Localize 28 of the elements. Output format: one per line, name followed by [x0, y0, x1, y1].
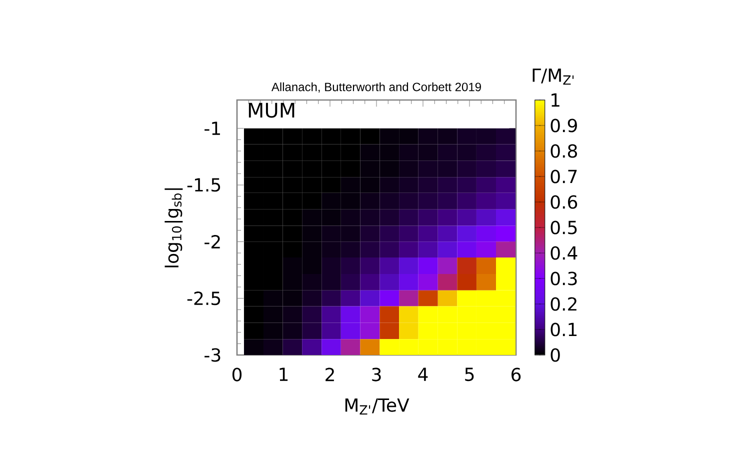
y-tick-label: -2.5	[187, 292, 220, 306]
color-bar-label: 0.9	[550, 118, 577, 132]
color-bar-label: 0.2	[550, 297, 576, 311]
x-tick-label: 5	[465, 368, 474, 382]
color-bar-label: 0.6	[550, 195, 578, 209]
x-tick-label: 0	[232, 368, 242, 382]
color-bar-label: 0	[550, 348, 560, 362]
color-bar-label: 0.7	[550, 170, 577, 184]
x-tick-label: 3	[372, 368, 381, 382]
color-bar-label: 0.8	[550, 144, 577, 158]
color-bar-label: 0.5	[550, 220, 577, 234]
x-tick-label: 2	[326, 368, 334, 382]
color-bar-label: 1	[552, 93, 560, 107]
y-tick-label: -2	[204, 234, 220, 248]
x-tick-label: 6	[512, 368, 521, 382]
chart-title: Allanach, Butterworth and Corbett 2019	[271, 82, 481, 93]
x-tick-label: 1	[280, 368, 288, 381]
color-bar-label: 0.3	[550, 272, 577, 286]
y-tick-label: -1.5	[187, 178, 220, 192]
color-bar-title: Γ/M$_{Z'}$	[532, 68, 574, 85]
x-axis-title: M$_{Z'}$/TeV	[345, 398, 410, 414]
color-bar-label: 0.4	[550, 246, 578, 260]
y-axis-title: log$_{10}$|g$_{sb}$|	[164, 188, 183, 268]
y-tick-label: -1	[204, 122, 220, 135]
color-bar-label: 0.1	[550, 322, 577, 336]
x-tick-label: 4	[418, 368, 428, 381]
y-tick-label: -3	[204, 348, 220, 362]
annotation: MUM	[248, 102, 294, 118]
